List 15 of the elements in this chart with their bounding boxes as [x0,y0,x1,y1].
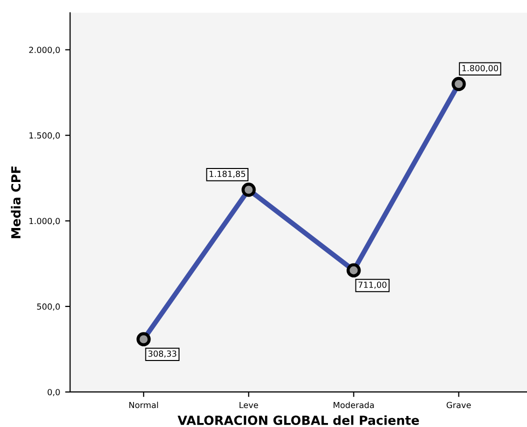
y-tick-label: 1.000,0 [29,218,60,226]
y-axis-title: Media CPF [10,166,21,238]
x-tick-label: Leve [240,402,258,408]
data-label: 308,33 [148,350,176,358]
y-tick-label: 1.500,0 [29,132,60,140]
x-tick-label: Grave [446,402,471,408]
x-tick-label: Normal [129,402,158,408]
y-tick-label: 2.000,0 [29,46,60,54]
x-axis-title: VALORACION GLOBAL del Paciente [178,415,419,426]
x-tick-label: Moderada [334,402,374,408]
y-tick-label: 0,0 [48,388,60,396]
data-label: 711,00 [358,282,386,289]
data-label: 1.181,85 [210,170,246,178]
y-tick-label: 500,0 [37,303,60,311]
data-label: 1.800,00 [462,64,498,72]
